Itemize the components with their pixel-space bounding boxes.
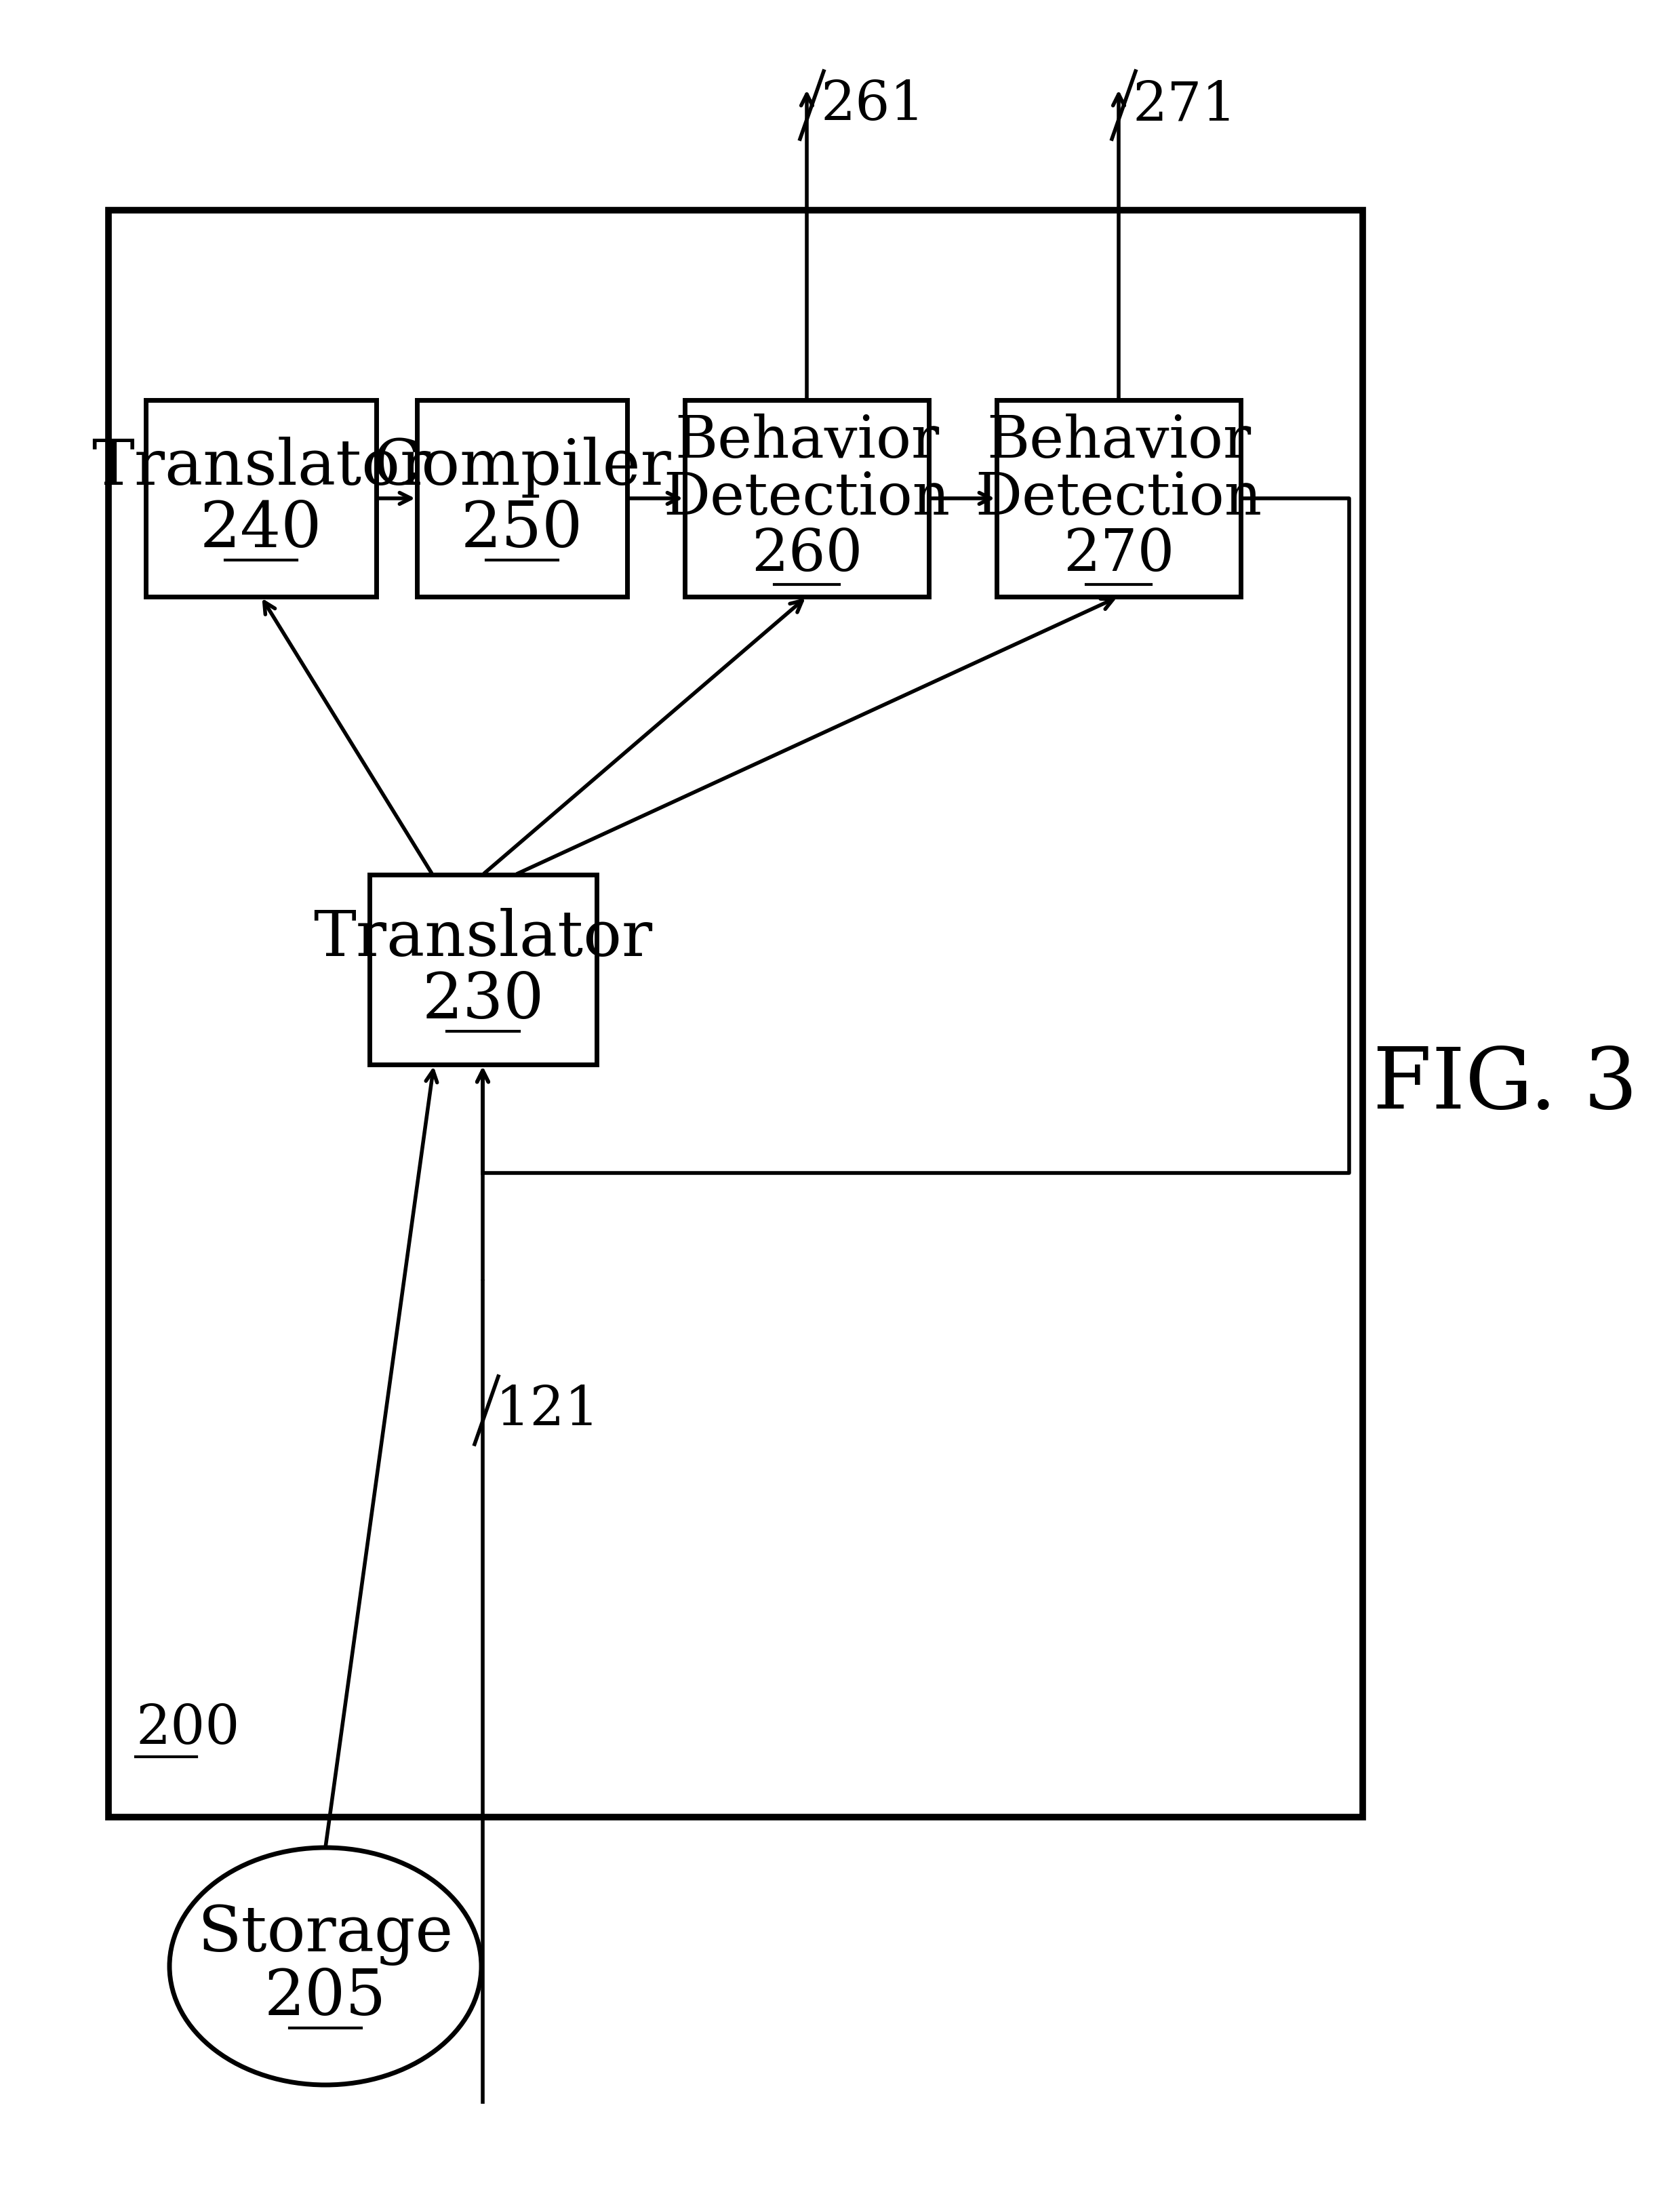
Text: 260: 260 — [751, 528, 862, 583]
Text: Detection: Detection — [664, 471, 951, 526]
Text: Behavior: Behavior — [675, 413, 939, 471]
Text: 240: 240 — [200, 499, 323, 559]
Text: 205: 205 — [264, 1966, 386, 2028]
Text: 121: 121 — [496, 1383, 600, 1436]
Text: Compiler: Compiler — [373, 437, 672, 497]
Text: 250: 250 — [460, 499, 583, 559]
Text: 261: 261 — [820, 80, 924, 133]
Text: 200: 200 — [136, 1703, 240, 1756]
Text: 270: 270 — [1063, 528, 1174, 583]
Text: Storage: Storage — [198, 1904, 454, 1966]
Bar — [370, 875, 596, 1065]
Bar — [109, 210, 1362, 1818]
Bar — [685, 400, 929, 596]
Text: 271: 271 — [1132, 80, 1236, 133]
Ellipse shape — [170, 1847, 482, 2085]
Text: FIG. 3: FIG. 3 — [1373, 1045, 1638, 1127]
Text: Behavior: Behavior — [986, 413, 1252, 471]
Bar — [996, 400, 1240, 596]
Text: 230: 230 — [422, 970, 544, 1032]
Bar — [146, 400, 376, 596]
Text: Translator: Translator — [314, 908, 652, 970]
Text: Detection: Detection — [974, 471, 1262, 526]
Bar — [417, 400, 627, 596]
Text: Translator: Translator — [91, 437, 430, 497]
